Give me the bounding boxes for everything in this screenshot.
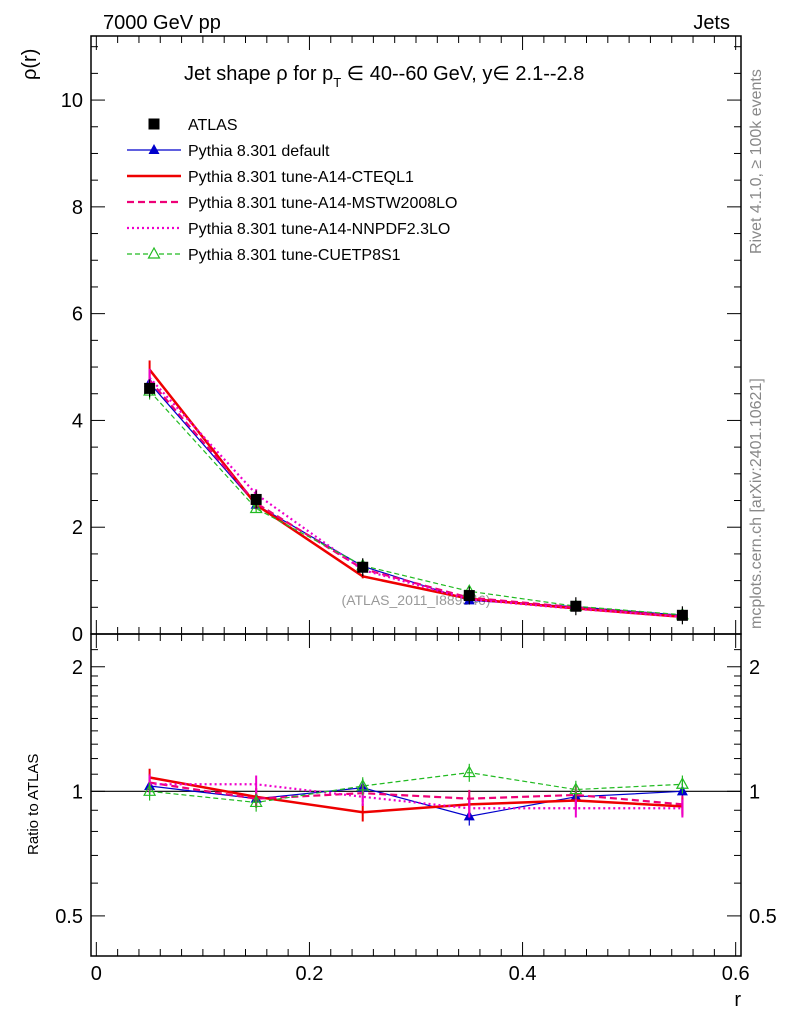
chart-title: Jet shape ρ for pT ∈ 40--60 GeV, y∈ 2.1-…	[184, 63, 584, 90]
legend: ATLAS Pythia 8.301 default Pythia 8.301 tu…	[127, 117, 457, 264]
y-tick-label: 4	[72, 410, 83, 432]
legend-marker-0	[148, 144, 160, 154]
y-tick-label: 2	[72, 517, 83, 539]
x-axis-label: r	[734, 989, 741, 1011]
ratio-y-tick-label-right: 0.5	[749, 906, 777, 928]
category-label: Jets	[693, 12, 730, 34]
atlas-point	[676, 609, 688, 621]
x-tick-label: 0	[91, 963, 102, 985]
y-tick-label: 10	[61, 90, 83, 112]
legend-marker-4	[147, 246, 161, 259]
atlas-point	[570, 600, 582, 612]
ratio-y-tick-label: 2	[72, 657, 83, 679]
ratio-series-3-line	[149, 783, 683, 810]
series-3-line	[148, 376, 683, 619]
ratio-series-4-point	[356, 778, 370, 791]
atlas-point	[250, 493, 262, 505]
series-4-point	[249, 501, 263, 514]
legend-label: Pythia 8.301 tune-CUETP8S1	[188, 247, 401, 264]
series-1-line	[148, 368, 683, 619]
y-tick-label: 6	[72, 304, 83, 326]
x-tick-label: 0.6	[722, 963, 750, 985]
x-tick-label: 0.2	[296, 963, 324, 985]
rivet-label: Rivet 4.1.0, ≥ 100k events	[748, 69, 765, 254]
energy-label: 7000 GeV pp	[103, 12, 221, 34]
atlas-point	[463, 590, 475, 602]
x-tick-label: 0.4	[509, 963, 537, 985]
ratio-series-1-line	[149, 776, 683, 814]
legend-label: ATLAS	[188, 117, 238, 134]
y-axis-label-ratio: Ratio to ATLAS	[25, 754, 42, 855]
ratio-y-tick-label-right: 1	[749, 781, 760, 803]
ratio-panel: 0.5 0.5 1 1 2 2 0 0.2 0.4 0.6	[55, 633, 777, 985]
legend-label: Pythia 8.301 tune-A14-NNPDF2.3LO	[188, 221, 450, 238]
ratio-y-tick-label: 0.5	[55, 906, 83, 928]
ratio-series-4-point	[462, 765, 476, 778]
mcplots-label: mcplots.cern.ch [arXiv:2401.10621]	[748, 378, 765, 629]
legend-label: Pythia 8.301 tune-A14-MSTW2008LO	[188, 195, 457, 212]
legend-label: Pythia 8.301 default	[188, 143, 330, 160]
ratio-series-4-line	[149, 771, 683, 804]
legend-marker-atlas	[148, 118, 160, 130]
ratio-series-2-line	[149, 781, 683, 806]
y-tick-label: 8	[72, 197, 83, 219]
ratio-series-4-point	[569, 782, 583, 795]
atlas-point	[144, 382, 156, 394]
ratio-y-tick-label: 1	[72, 781, 83, 803]
main-panel: 0 2 4 6 8 10	[61, 35, 742, 646]
series-0-line	[149, 382, 683, 616]
y-tick-label: 0	[72, 624, 83, 646]
atlas-point	[357, 561, 369, 573]
y-axis-label-top: ρ(r)	[19, 49, 41, 80]
legend-label: Pythia 8.301 tune-A14-CTEQL1	[188, 169, 414, 186]
ratio-y-tick-label-right: 2	[749, 657, 760, 679]
ratio-series-4-point	[143, 784, 157, 796]
ratio-series-4-point	[675, 777, 689, 789]
ratio-series-4-point	[249, 795, 263, 808]
series-2-line	[148, 379, 683, 618]
series-4-line	[149, 390, 683, 616]
